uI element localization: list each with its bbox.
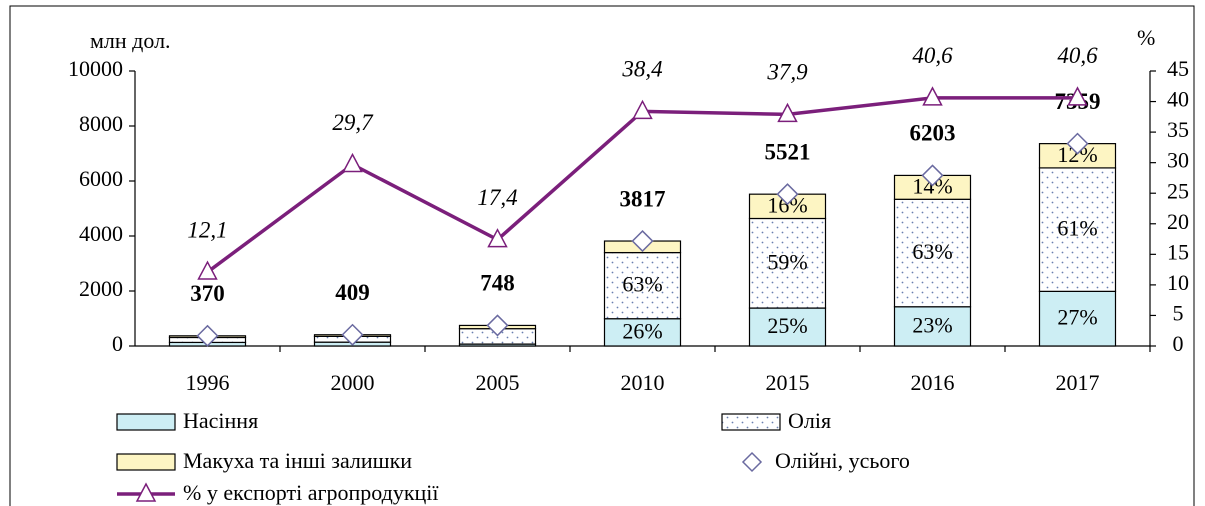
bar-segment [893,306,972,347]
y-tick-label: 8000 [79,111,123,136]
total-label: 370 [190,281,225,306]
legend-label: % у експорті агропродукції [183,480,439,505]
total-label: 6203 [910,121,956,146]
bar-segment [893,198,972,308]
legend-swatch [116,453,176,471]
y2-tick-label: 35 [1167,117,1189,142]
x-tick-label: 1996 [186,370,230,395]
segment-label: 63% [912,239,952,264]
legend-label: Насіння [183,408,258,433]
line-marker [1067,86,1088,106]
total-marker [196,324,219,347]
y2-tick-label: 40 [1167,87,1189,112]
x-tick-label: 2015 [766,370,810,395]
line-marker [342,152,363,173]
y2-tick-label: 20 [1167,209,1189,234]
line-value-label: 40,6 [1057,43,1098,68]
line-marker [632,99,653,120]
line-value-label: 40,6 [912,43,953,68]
line-marker [777,102,798,123]
line-value-label: 12,1 [187,217,227,242]
y2-axis-label: % [1137,25,1155,50]
line-value-label: 38,4 [621,57,662,82]
y2-tick-label: 15 [1167,239,1189,264]
bar-segment [748,217,827,309]
total-marker [1066,132,1089,155]
legend-label: Олія [788,408,831,433]
line-value-label: 17,4 [477,185,517,210]
y2-tick-label: 5 [1173,300,1184,325]
x-tick-label: 2010 [621,370,665,395]
y2-tick-label: 25 [1167,178,1189,203]
legend-swatch [116,413,176,431]
y-tick-label: 0 [112,331,123,356]
segment-label: 61% [1057,216,1097,241]
segment-label: 23% [912,312,952,337]
line-value-label: 37,9 [766,60,808,85]
x-tick-label: 2005 [476,370,520,395]
line-marker [197,260,218,280]
line-marker [922,86,943,106]
y-axis-label: млн дол. [90,28,171,53]
total-label: 409 [335,280,370,305]
total-label: 748 [480,271,515,296]
legend-label: Макуха та інші залишки [183,448,412,473]
legend-label: Олійні, усього [775,448,910,473]
legend-marker [741,451,763,473]
y-tick-label: 2000 [79,276,123,301]
x-tick-label: 2017 [1056,370,1100,395]
legend-swatch [721,413,781,431]
y-tick-label: 10000 [68,56,123,81]
y2-tick-label: 10 [1167,270,1189,295]
line-marker [487,228,508,248]
bar-segment [603,318,682,347]
total-marker [776,183,799,206]
bar-segment [1038,167,1117,292]
x-tick-label: 2016 [911,370,955,395]
y2-tick-label: 45 [1167,56,1189,81]
segment-label: 26% [622,318,662,343]
x-tick-label: 2000 [331,370,375,395]
y-tick-label: 6000 [79,166,123,191]
total-marker [921,164,944,187]
total-label: 3817 [620,186,666,211]
segment-label: 63% [622,272,662,297]
bar-segment [1038,290,1117,347]
segment-label: 59% [767,249,807,274]
y-tick-label: 4000 [79,221,123,246]
total-marker [486,314,509,337]
segment-label: 27% [1057,305,1097,330]
y2-tick-label: 30 [1167,148,1189,173]
segment-label: 25% [767,313,807,338]
total-label: 5521 [765,139,811,164]
frame [9,5,1195,506]
total-marker [631,229,654,253]
legend-marker [135,482,157,502]
total-marker [341,323,364,346]
line-value-label: 29,7 [332,110,374,135]
bar-segment [603,251,682,320]
y2-tick-label: 0 [1173,331,1184,356]
